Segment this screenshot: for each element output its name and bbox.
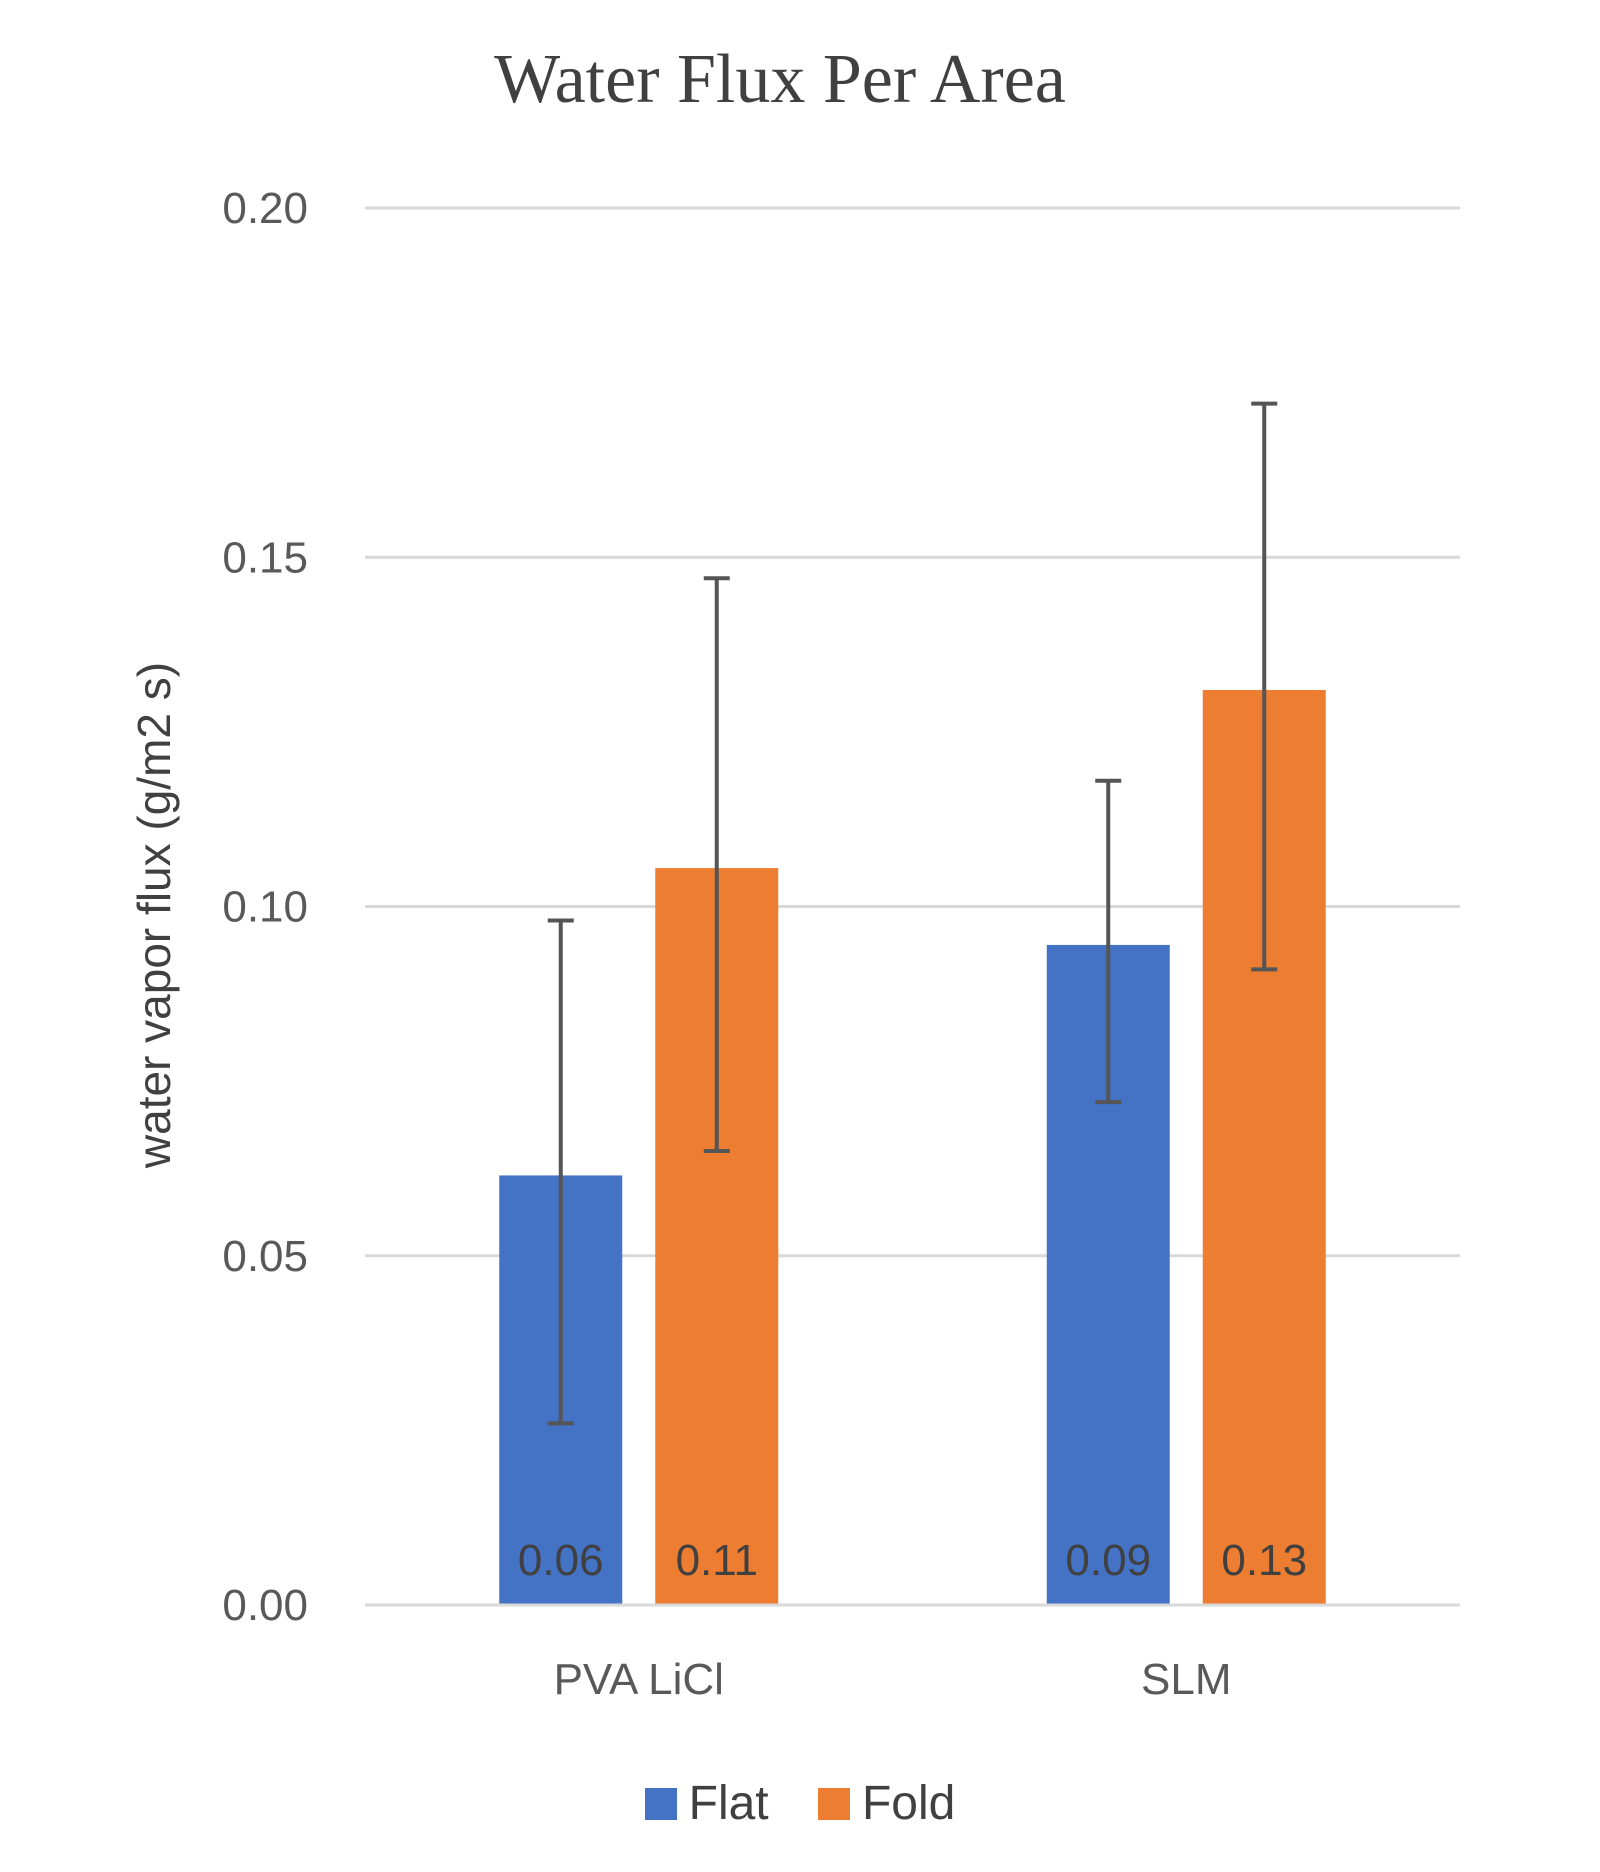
y-tick-label: 0.15 xyxy=(222,533,308,582)
y-tick-label: 0.20 xyxy=(222,184,308,233)
legend: Flat Fold xyxy=(0,1776,1600,1832)
chart-title: Water Flux Per Area xyxy=(494,41,1066,118)
legend-swatch-flat xyxy=(644,1787,677,1820)
legend-swatch-fold xyxy=(817,1787,850,1820)
data-label: 0.13 xyxy=(1221,1536,1307,1585)
x-category-label: PVA LiCl xyxy=(554,1655,724,1704)
y-tick-label: 0.00 xyxy=(222,1581,308,1630)
x-category-label: SLM xyxy=(1141,1655,1231,1704)
legend-label-flat: Flat xyxy=(688,1777,769,1830)
legend-item-flat: Flat xyxy=(644,1776,769,1831)
y-tick-label: 0.05 xyxy=(222,1232,308,1281)
y-axis-label: water vapor flux (g/m2 s) xyxy=(128,662,180,1169)
data-label: 0.11 xyxy=(676,1536,758,1585)
data-label: 0.06 xyxy=(518,1536,604,1585)
legend-item-fold: Fold xyxy=(817,1776,956,1831)
legend-label-fold: Fold xyxy=(861,1777,956,1830)
y-tick-label: 0.10 xyxy=(222,883,308,932)
data-label: 0.09 xyxy=(1065,1536,1151,1585)
